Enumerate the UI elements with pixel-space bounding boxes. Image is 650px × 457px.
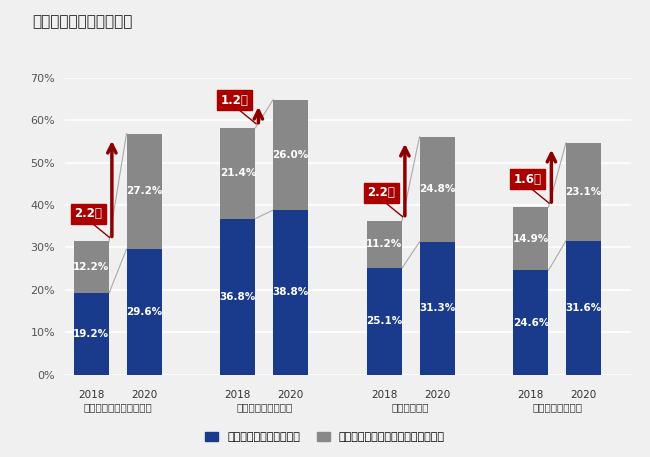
Text: 2020: 2020 <box>131 389 157 399</box>
Text: ブランドセーフティ: ブランドセーフティ <box>236 402 292 412</box>
Bar <box>514 207 549 271</box>
Text: 25.1%: 25.1% <box>366 317 402 326</box>
Bar <box>220 128 255 218</box>
Text: 2018: 2018 <box>517 389 544 399</box>
Bar <box>273 100 308 210</box>
Text: 2018: 2018 <box>78 389 105 399</box>
Bar <box>367 268 402 375</box>
Text: 12.2%: 12.2% <box>73 262 109 272</box>
Bar <box>566 143 601 241</box>
Bar <box>220 218 255 375</box>
Text: 1.6倍: 1.6倍 <box>514 173 542 186</box>
Text: 21.4%: 21.4% <box>220 168 256 178</box>
Text: 23.1%: 23.1% <box>566 186 602 197</box>
Text: 2018: 2018 <box>225 389 251 399</box>
Bar <box>127 134 162 249</box>
Text: 2018: 2018 <box>371 389 398 399</box>
Text: 2020: 2020 <box>278 389 304 399</box>
Bar <box>367 221 402 268</box>
Text: アドフラウド: アドフラウド <box>392 402 430 412</box>
Bar <box>566 241 601 375</box>
Text: 1.2倍: 1.2倍 <box>221 94 249 106</box>
Text: 27.2%: 27.2% <box>126 186 162 197</box>
Text: ビューアビリティ: ビューアビリティ <box>532 402 582 412</box>
Bar <box>419 242 455 375</box>
Text: 26.0%: 26.0% <box>272 150 309 160</box>
Bar <box>74 241 109 293</box>
Text: 2020: 2020 <box>571 389 597 399</box>
Text: 38.8%: 38.8% <box>272 287 309 298</box>
Bar <box>127 249 162 375</box>
Text: 24.6%: 24.6% <box>513 318 549 328</box>
Text: 31.6%: 31.6% <box>566 303 602 313</box>
Text: 19.2%: 19.2% <box>73 329 109 339</box>
Text: 31.3%: 31.3% <box>419 303 455 314</box>
Legend: 名称も内容も知っている, 名称は知っているが内容は知らない: 名称も内容も知っている, 名称は知っているが内容は知らない <box>201 428 449 447</box>
Text: 2.2倍: 2.2倍 <box>367 186 395 199</box>
Text: 24.8%: 24.8% <box>419 184 455 194</box>
Text: 36.8%: 36.8% <box>220 292 256 302</box>
Bar <box>419 137 455 242</box>
Text: 2020: 2020 <box>424 389 450 399</box>
Text: 29.6%: 29.6% <box>126 307 162 317</box>
Text: 「知っている」層の内訳: 「知っている」層の内訳 <box>32 14 133 29</box>
Text: 14.9%: 14.9% <box>513 234 549 244</box>
Bar <box>514 271 549 375</box>
Text: アドベリフィケーション: アドベリフィケーション <box>83 402 152 412</box>
Bar <box>74 293 109 375</box>
Bar <box>273 210 308 375</box>
Text: 2.2倍: 2.2倍 <box>75 207 103 220</box>
Text: 11.2%: 11.2% <box>366 239 402 250</box>
